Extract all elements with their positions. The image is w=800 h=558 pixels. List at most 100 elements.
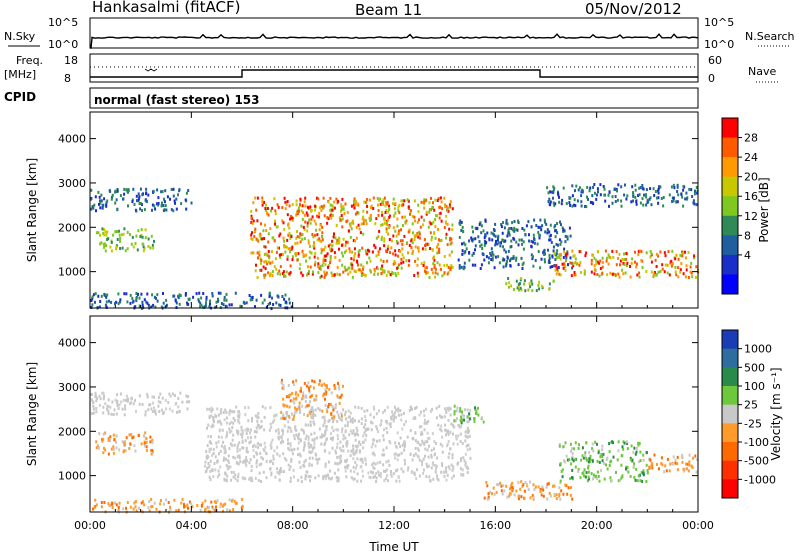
velocity-cell — [552, 484, 554, 488]
velocity-cell — [294, 392, 297, 396]
velocity-cell — [132, 435, 135, 439]
power-cell — [376, 272, 379, 276]
power-cell — [438, 205, 441, 209]
velocity-cell — [600, 453, 603, 457]
power-cell — [258, 234, 261, 238]
power-cell — [425, 242, 428, 246]
power-cell — [295, 253, 297, 257]
velocity-cell — [179, 391, 182, 395]
velocity-cell — [555, 493, 558, 497]
velocity-cell — [592, 473, 595, 477]
power-cell — [429, 222, 432, 226]
velocity-cell — [351, 449, 354, 453]
power-colorbar-frame — [721, 117, 739, 295]
power-cell — [261, 301, 264, 305]
velocity-cell — [264, 445, 267, 449]
velocity-cell — [569, 442, 572, 446]
velocity-cell — [92, 407, 95, 411]
power-cell — [329, 214, 332, 218]
power-cell — [690, 261, 693, 265]
power-cell — [381, 264, 384, 268]
velocity-cell — [438, 414, 441, 418]
velocity-cell — [269, 443, 272, 447]
power-cell — [474, 263, 477, 267]
power-cell — [540, 228, 543, 232]
power-cell — [391, 239, 394, 243]
velocity-cell — [337, 428, 340, 432]
power-cell — [209, 302, 211, 306]
velocity-cell — [304, 405, 307, 409]
power-cell — [414, 245, 417, 249]
power-cell — [586, 186, 589, 189]
velocity-xtick-label: 08:00 — [277, 519, 309, 532]
velocity-cell — [118, 448, 121, 452]
power-cell — [552, 201, 555, 205]
velocity-cell — [344, 460, 347, 464]
power-cell — [382, 198, 385, 202]
velocity-cell — [190, 502, 193, 506]
velocity-cell — [272, 462, 275, 466]
power-cell — [344, 268, 347, 272]
power-cell — [482, 229, 485, 233]
velocity-cell — [113, 438, 116, 442]
power-cell — [358, 268, 361, 272]
power-cell — [614, 200, 617, 203]
power-cell — [552, 185, 555, 189]
nsearch-label: N.Search — [745, 30, 795, 43]
power-cell — [562, 256, 565, 259]
velocity-cell — [354, 438, 357, 442]
velocity-cell — [107, 452, 110, 456]
velocity-cell — [144, 444, 146, 448]
velocity-cell — [246, 436, 249, 440]
velocity-cell — [329, 437, 332, 441]
power-cell — [566, 235, 569, 239]
power-cell — [548, 256, 551, 260]
power-cell — [584, 254, 587, 258]
power-cell — [418, 218, 420, 222]
power-cell — [572, 254, 575, 258]
velocity-cell — [218, 429, 221, 433]
power-cell — [517, 219, 519, 223]
velocity-cell — [225, 435, 228, 439]
power-cell — [448, 227, 451, 231]
power-cell — [143, 247, 146, 250]
velocity-cell — [437, 423, 440, 427]
velocity-cell — [286, 413, 289, 417]
velocity-cell — [688, 463, 691, 467]
velocity-colorbar-segment — [722, 330, 738, 350]
power-cell — [251, 298, 254, 301]
velocity-cell — [167, 501, 170, 504]
power-cell — [115, 300, 118, 304]
power-cell — [132, 245, 135, 249]
power-cell — [566, 237, 569, 241]
power-cell — [500, 225, 503, 229]
velocity-cell — [222, 509, 224, 513]
velocity-cell — [146, 392, 149, 396]
power-cell — [279, 255, 282, 259]
velocity-cell — [422, 441, 425, 445]
velocity-cell — [311, 438, 314, 442]
velocity-cell — [244, 406, 246, 410]
power-cell — [551, 254, 554, 258]
velocity-cell — [447, 432, 450, 436]
power-cell — [497, 255, 500, 259]
velocity-cell — [227, 465, 230, 469]
velocity-cell — [313, 445, 316, 449]
power-cell — [327, 244, 330, 248]
velocity-cell — [229, 442, 232, 446]
power-cell — [103, 292, 106, 296]
velocity-cell — [292, 417, 295, 421]
power-cell — [350, 262, 352, 266]
power-cell — [304, 204, 307, 208]
velocity-cell — [148, 509, 151, 513]
power-colorbar-tick-label: 8 — [744, 229, 751, 242]
power-cell — [389, 251, 391, 254]
velocity-cell — [309, 412, 312, 416]
power-cell — [515, 240, 518, 244]
velocity-cell — [364, 438, 367, 442]
velocity-cell — [452, 423, 454, 427]
velocity-cell — [466, 429, 468, 433]
velocity-cell — [315, 394, 318, 398]
power-cell — [575, 262, 578, 266]
velocity-cell — [445, 411, 448, 414]
